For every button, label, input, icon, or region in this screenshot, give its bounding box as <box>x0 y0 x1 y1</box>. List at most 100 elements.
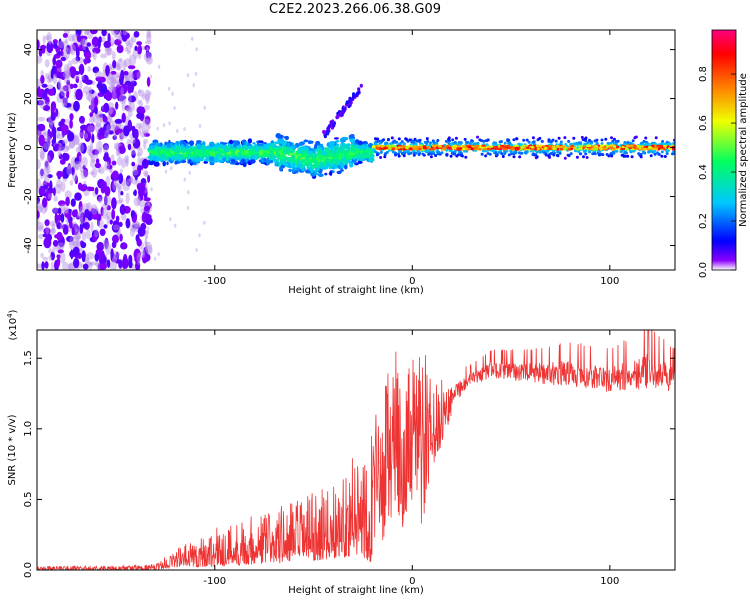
signal-band-blob <box>288 158 291 163</box>
noise-blob <box>58 40 65 49</box>
signal-line-halo <box>518 155 522 159</box>
noise-blob <box>112 170 119 179</box>
noise-blob <box>108 107 116 118</box>
noise-blob <box>89 261 98 266</box>
signal-band-blob <box>287 142 290 147</box>
noise-blob <box>107 130 114 135</box>
signal-band-blob <box>195 148 202 154</box>
noise-blob <box>194 71 198 76</box>
signal-band-blob <box>307 151 312 154</box>
signal-band-blob <box>336 170 342 175</box>
signal-band-blob <box>297 148 303 154</box>
snr-multiplier: (x104) <box>6 309 19 340</box>
noise-blob <box>203 105 206 110</box>
noise-blob <box>94 106 98 115</box>
noise-blob <box>118 133 125 142</box>
signal-line-halo <box>544 153 548 157</box>
signal-line-halo <box>584 152 588 156</box>
noise-blob <box>97 168 102 173</box>
signal-line-halo <box>612 142 616 146</box>
signal-line-core <box>552 147 556 151</box>
noise-blob <box>121 30 128 42</box>
noise-blob <box>145 123 150 135</box>
signal-line-halo <box>582 155 585 159</box>
noise-blob <box>71 33 79 43</box>
signal-band-blob <box>320 155 326 159</box>
signal-line-halo <box>447 141 451 145</box>
noise-blob <box>54 183 62 195</box>
noise-blob <box>203 220 206 225</box>
noise-blob <box>169 217 172 221</box>
noise-blob <box>132 169 139 176</box>
signal-line-halo <box>402 154 406 158</box>
signal-band-blob <box>358 145 362 149</box>
noise-blob <box>92 233 98 242</box>
secondary-streak-blob <box>348 99 352 103</box>
noise-blob <box>37 196 40 204</box>
noise-blob <box>47 88 55 96</box>
noise-blob <box>91 167 98 178</box>
signal-band-blob <box>321 150 327 156</box>
signal-line-halo <box>563 156 567 160</box>
signal-band-blob <box>219 144 223 148</box>
noise-blob <box>61 145 70 153</box>
signal-line-halo <box>491 149 495 153</box>
signal-band-blob <box>321 146 325 151</box>
noise-blob <box>173 106 176 111</box>
noise-blob <box>77 182 83 191</box>
noise-blob <box>183 177 186 182</box>
signal-line-halo <box>423 140 427 144</box>
noise-blob <box>71 166 75 176</box>
signal-line-halo <box>644 136 648 140</box>
noise-blob <box>112 224 121 231</box>
noise-blob <box>150 187 153 192</box>
signal-line-halo <box>385 141 389 145</box>
signal-line-halo <box>595 141 599 145</box>
secondary-streak-blob <box>331 123 336 128</box>
noise-blob <box>112 182 117 191</box>
signal-line-core <box>534 148 537 151</box>
signal-line-core <box>514 144 519 148</box>
noise-blob <box>63 63 70 76</box>
signal-line-halo <box>436 139 440 142</box>
signal-line-halo <box>391 140 395 144</box>
signal-band-blob <box>291 162 296 166</box>
signal-line-core <box>628 144 634 148</box>
noise-blob <box>111 184 117 193</box>
noise-blob <box>61 124 69 136</box>
signal-band-blob <box>339 169 344 172</box>
signal-line-halo <box>626 154 630 158</box>
noise-blob <box>188 170 191 175</box>
noise-blob <box>124 80 132 86</box>
noise-blob <box>49 229 56 236</box>
signal-line-halo <box>593 152 597 156</box>
signal-band-blob <box>370 153 375 159</box>
noise-blob <box>124 155 128 163</box>
spectrogram-ytick-label: 20 <box>23 92 34 105</box>
noise-blob <box>136 152 141 157</box>
noise-blob <box>95 122 102 128</box>
noise-blob <box>79 35 88 41</box>
noise-blob <box>84 126 91 133</box>
noise-blob <box>84 133 89 139</box>
noise-blob <box>74 157 80 165</box>
noise-blob <box>120 191 124 196</box>
noise-blob <box>115 215 120 223</box>
noise-blob <box>98 147 102 154</box>
signal-line-halo <box>494 152 498 156</box>
noise-blob <box>49 180 53 191</box>
signal-band-blob <box>346 143 350 148</box>
noise-blob <box>123 71 129 76</box>
signal-band-blob <box>216 146 221 151</box>
noise-blob <box>95 113 100 120</box>
noise-blob <box>88 86 93 96</box>
signal-band-blob <box>310 168 314 174</box>
noise-blob <box>42 105 51 111</box>
noise-blob <box>74 192 82 201</box>
noise-blob <box>92 149 99 156</box>
signal-line-halo <box>660 150 664 154</box>
noise-blob <box>68 140 75 149</box>
signal-line-halo <box>582 149 586 153</box>
signal-line-halo <box>550 139 554 143</box>
signal-line-halo <box>637 152 641 156</box>
